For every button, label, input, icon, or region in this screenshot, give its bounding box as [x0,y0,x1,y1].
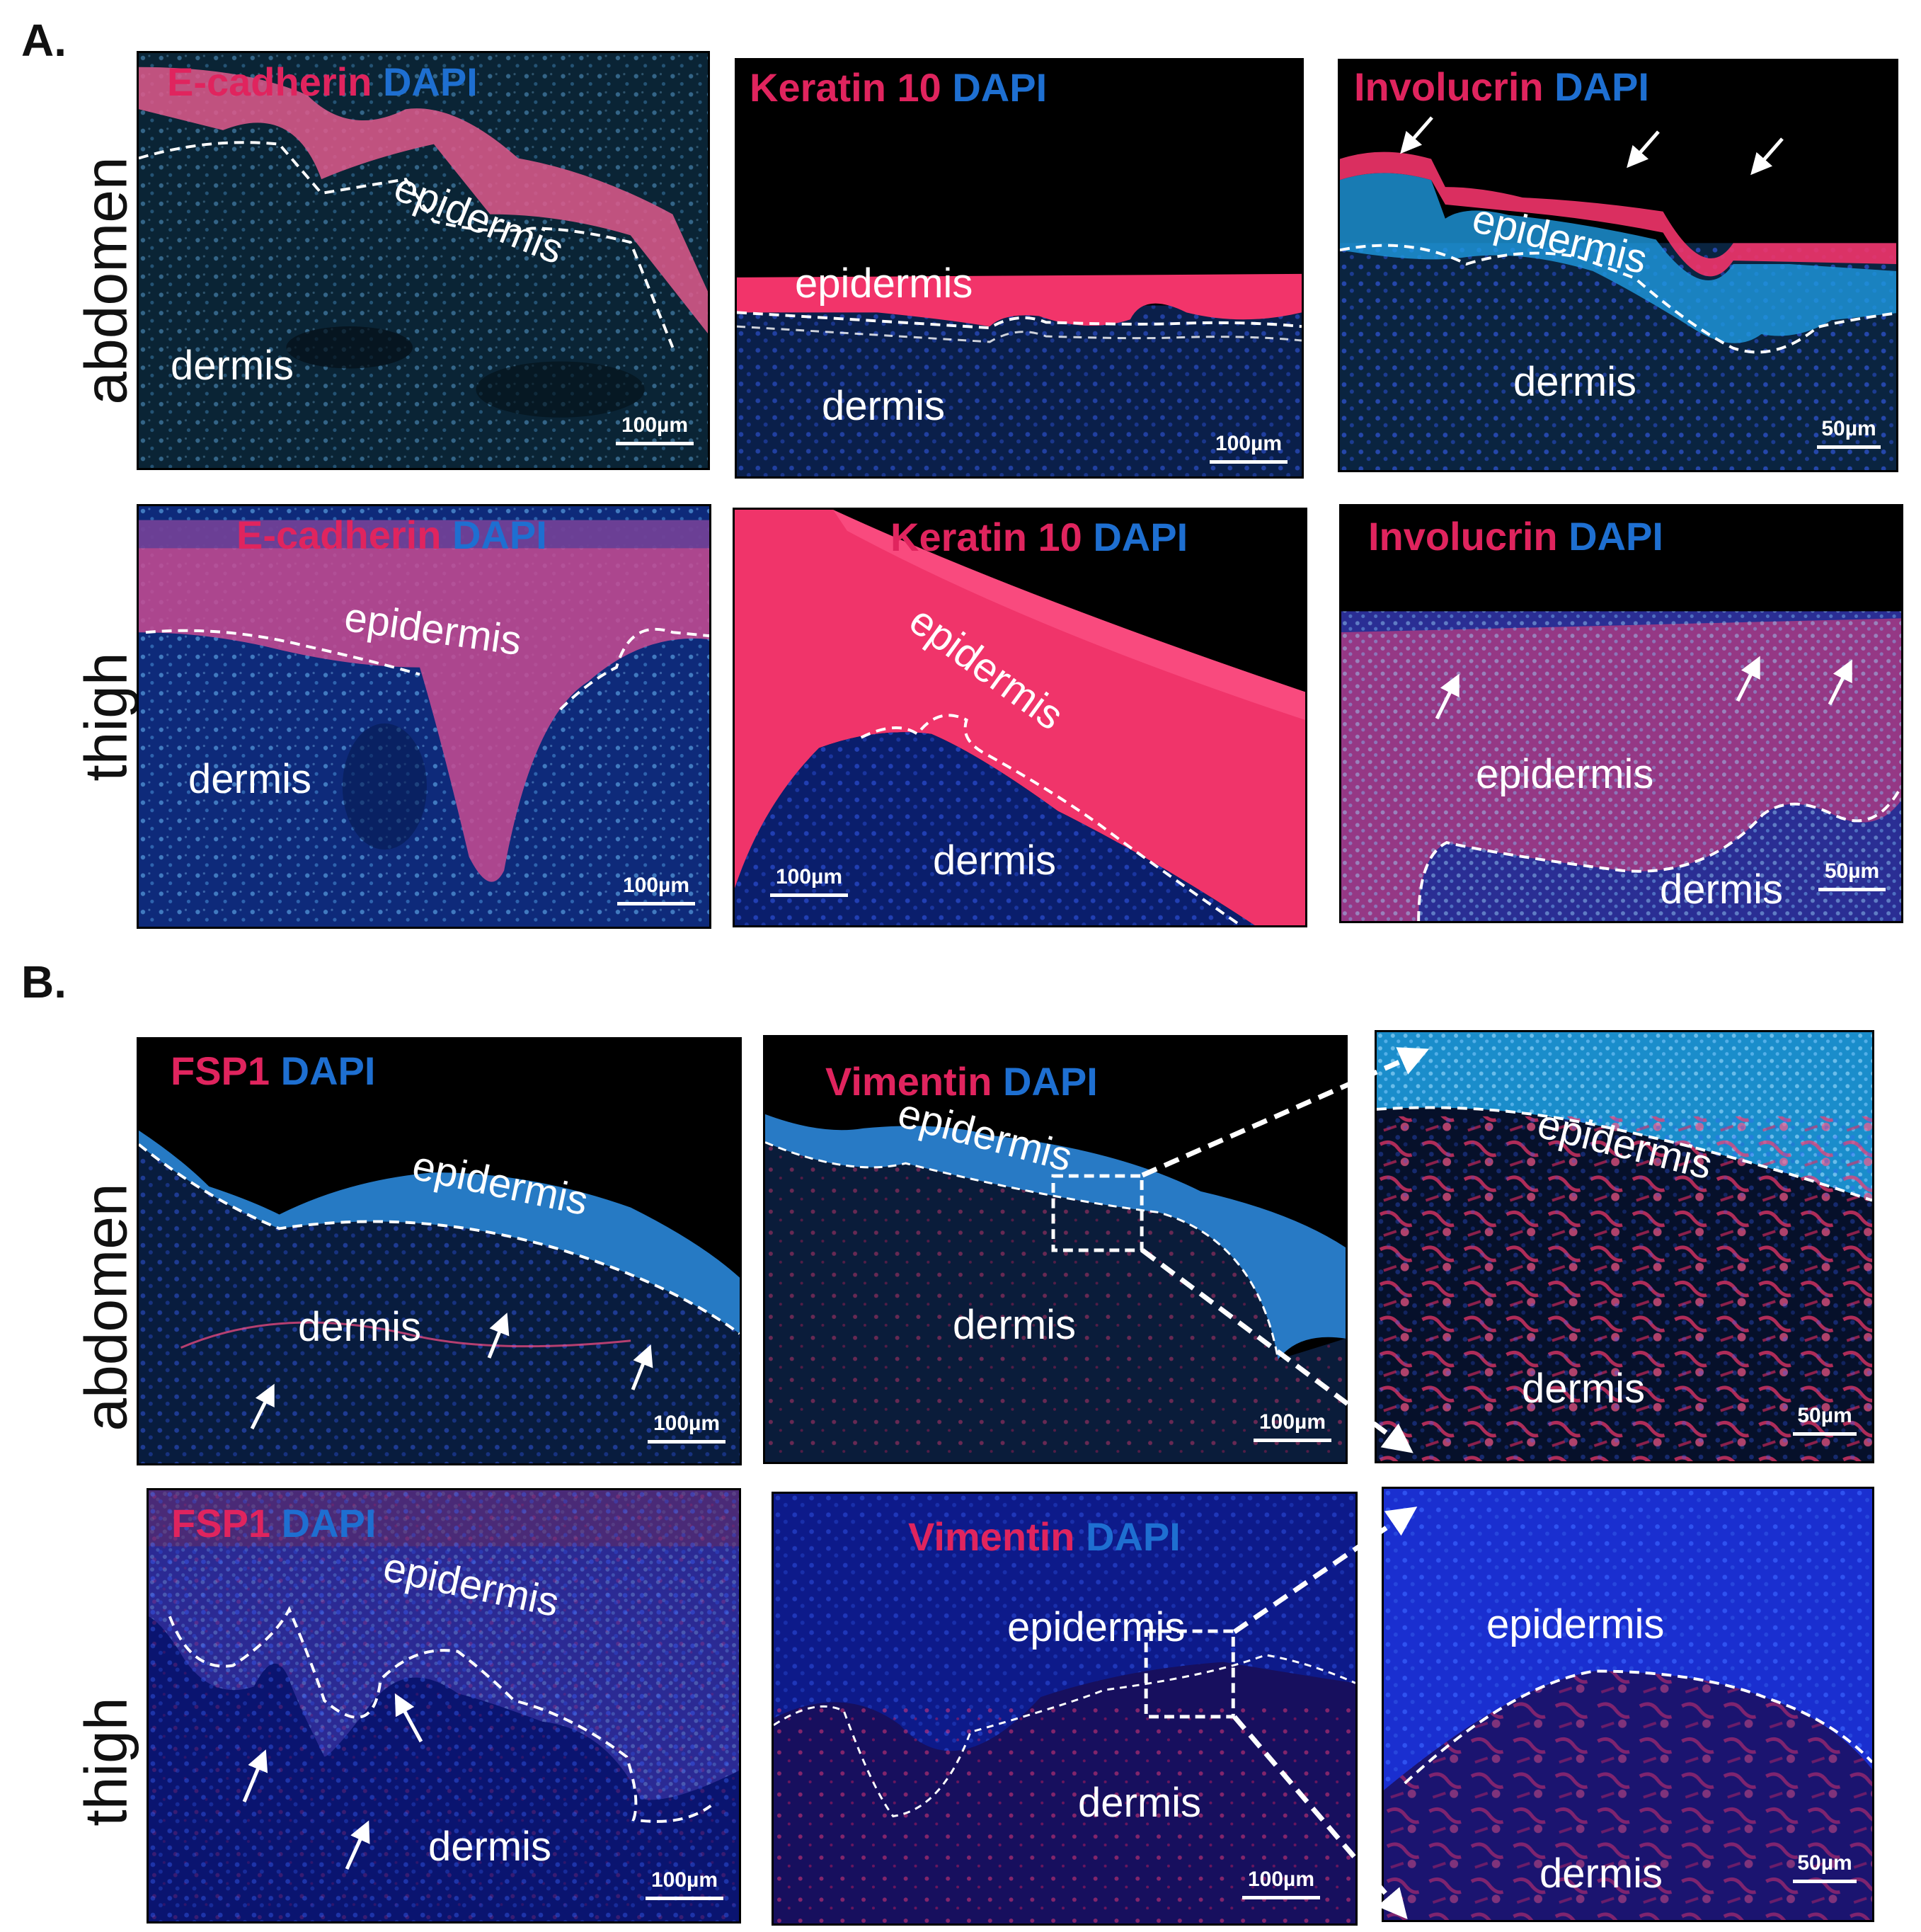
panel-a6-thigh-involucrin: Involucrin DAPI epidermis dermis 50µm [1339,504,1903,923]
label-epidermis: epidermis [795,261,973,307]
label-epidermis: epidermis [1476,751,1654,797]
label-dermis: dermis [1539,1851,1663,1897]
panel-b2-abdomen-vimentin: Vimentin DAPI epidermis dermis 100µm [763,1035,1348,1464]
label-epidermis: epidermis [1486,1601,1665,1647]
scale-bar: 100µm [770,865,848,897]
panel-a1-abdomen-ecadherin: E-cadherin DAPI epidermis dermis 100µm [137,51,710,470]
label-dermis: dermis [953,1302,1077,1348]
scale-bar: 100µm [1242,1868,1320,1899]
row-label-abdomen-b: abdomen [72,1183,139,1431]
panel-a6-title: Involucrin DAPI [1368,514,1663,559]
micrograph-image [1341,506,1901,921]
panel-b6-thigh-vimentin-zoom: epidermis dermis 50µm [1382,1487,1874,1922]
row-label-thigh-a: thigh [72,652,139,782]
panel-b2-title: Vimentin DAPI [825,1059,1098,1104]
panel-b1-title: FSP1 DAPI [171,1048,376,1093]
label-dermis: dermis [428,1824,552,1870]
panel-a4-thigh-ecadherin: E-cadherin DAPI epidermis dermis 100µm [137,504,711,929]
micrograph-image [735,510,1305,925]
micrograph-image [139,506,709,927]
micrograph-image [737,60,1302,476]
scale-bar: 100µm [617,874,695,905]
label-dermis: dermis [822,383,946,429]
panel-a5-title: Keratin 10 DAPI [890,515,1188,559]
micrograph-image [139,1039,740,1463]
panel-a2-abdomen-keratin10: Keratin 10 DAPI epidermis dermis 100µm [735,58,1304,479]
panel-a2-title: Keratin 10 DAPI [750,65,1048,110]
label-dermis: dermis [1660,867,1784,913]
section-a-label: A. [21,15,67,66]
scale-bar: 50µm [1793,1851,1857,1883]
panel-b1-abdomen-fsp1: FSP1 DAPI epidermis dermis 100µm [137,1037,742,1465]
micrograph-image [1340,61,1896,470]
panel-a3-title: Involucrin DAPI [1354,64,1649,109]
label-dermis: dermis [1078,1780,1202,1826]
row-label-abdomen-a: abdomen [72,156,139,405]
micrograph-image [1377,1032,1872,1461]
panel-a1-title: E-cadherin DAPI [167,59,478,104]
scale-bar: 100µm [1210,432,1288,464]
label-dermis: dermis [188,756,312,802]
label-dermis: dermis [1522,1366,1646,1412]
micrograph-image [149,1490,739,1921]
panel-b4-title: FSP1 DAPI [171,1501,377,1545]
label-dermis: dermis [933,838,1057,884]
section-b-label: B. [21,956,67,1007]
micrograph-image [1384,1489,1872,1920]
scale-bar: 50µm [1818,859,1886,891]
scale-bar: 100µm [1254,1410,1331,1442]
panel-b3-abdomen-vimentin-zoom: epidermis dermis 50µm [1375,1030,1874,1463]
panel-b5-title: Vimentin DAPI [908,1514,1181,1559]
scale-bar: 100µm [616,413,694,445]
panel-a4-title: E-cadherin DAPI [236,513,547,557]
scale-bar: 100µm [648,1412,726,1444]
label-epidermis: epidermis [1007,1604,1186,1650]
panel-b5-thigh-vimentin: Vimentin DAPI epidermis dermis 100µm [772,1492,1358,1926]
panel-b4-thigh-fsp1: FSP1 DAPI epidermis dermis 100µm [147,1488,741,1924]
panel-a3-abdomen-involucrin: Involucrin DAPI epidermis dermis 50µm [1338,59,1898,472]
row-label-thigh-b: thigh [72,1697,139,1827]
label-dermis: dermis [171,343,294,389]
scale-bar: 50µm [1817,417,1881,449]
scale-bar: 50µm [1793,1404,1857,1436]
label-dermis: dermis [1513,359,1637,405]
label-dermis: dermis [298,1304,422,1350]
micrograph-image [139,53,708,468]
panel-a5-thigh-keratin10: Keratin 10 DAPI epidermis dermis 100µm [733,508,1307,927]
scale-bar: 100µm [646,1868,723,1900]
